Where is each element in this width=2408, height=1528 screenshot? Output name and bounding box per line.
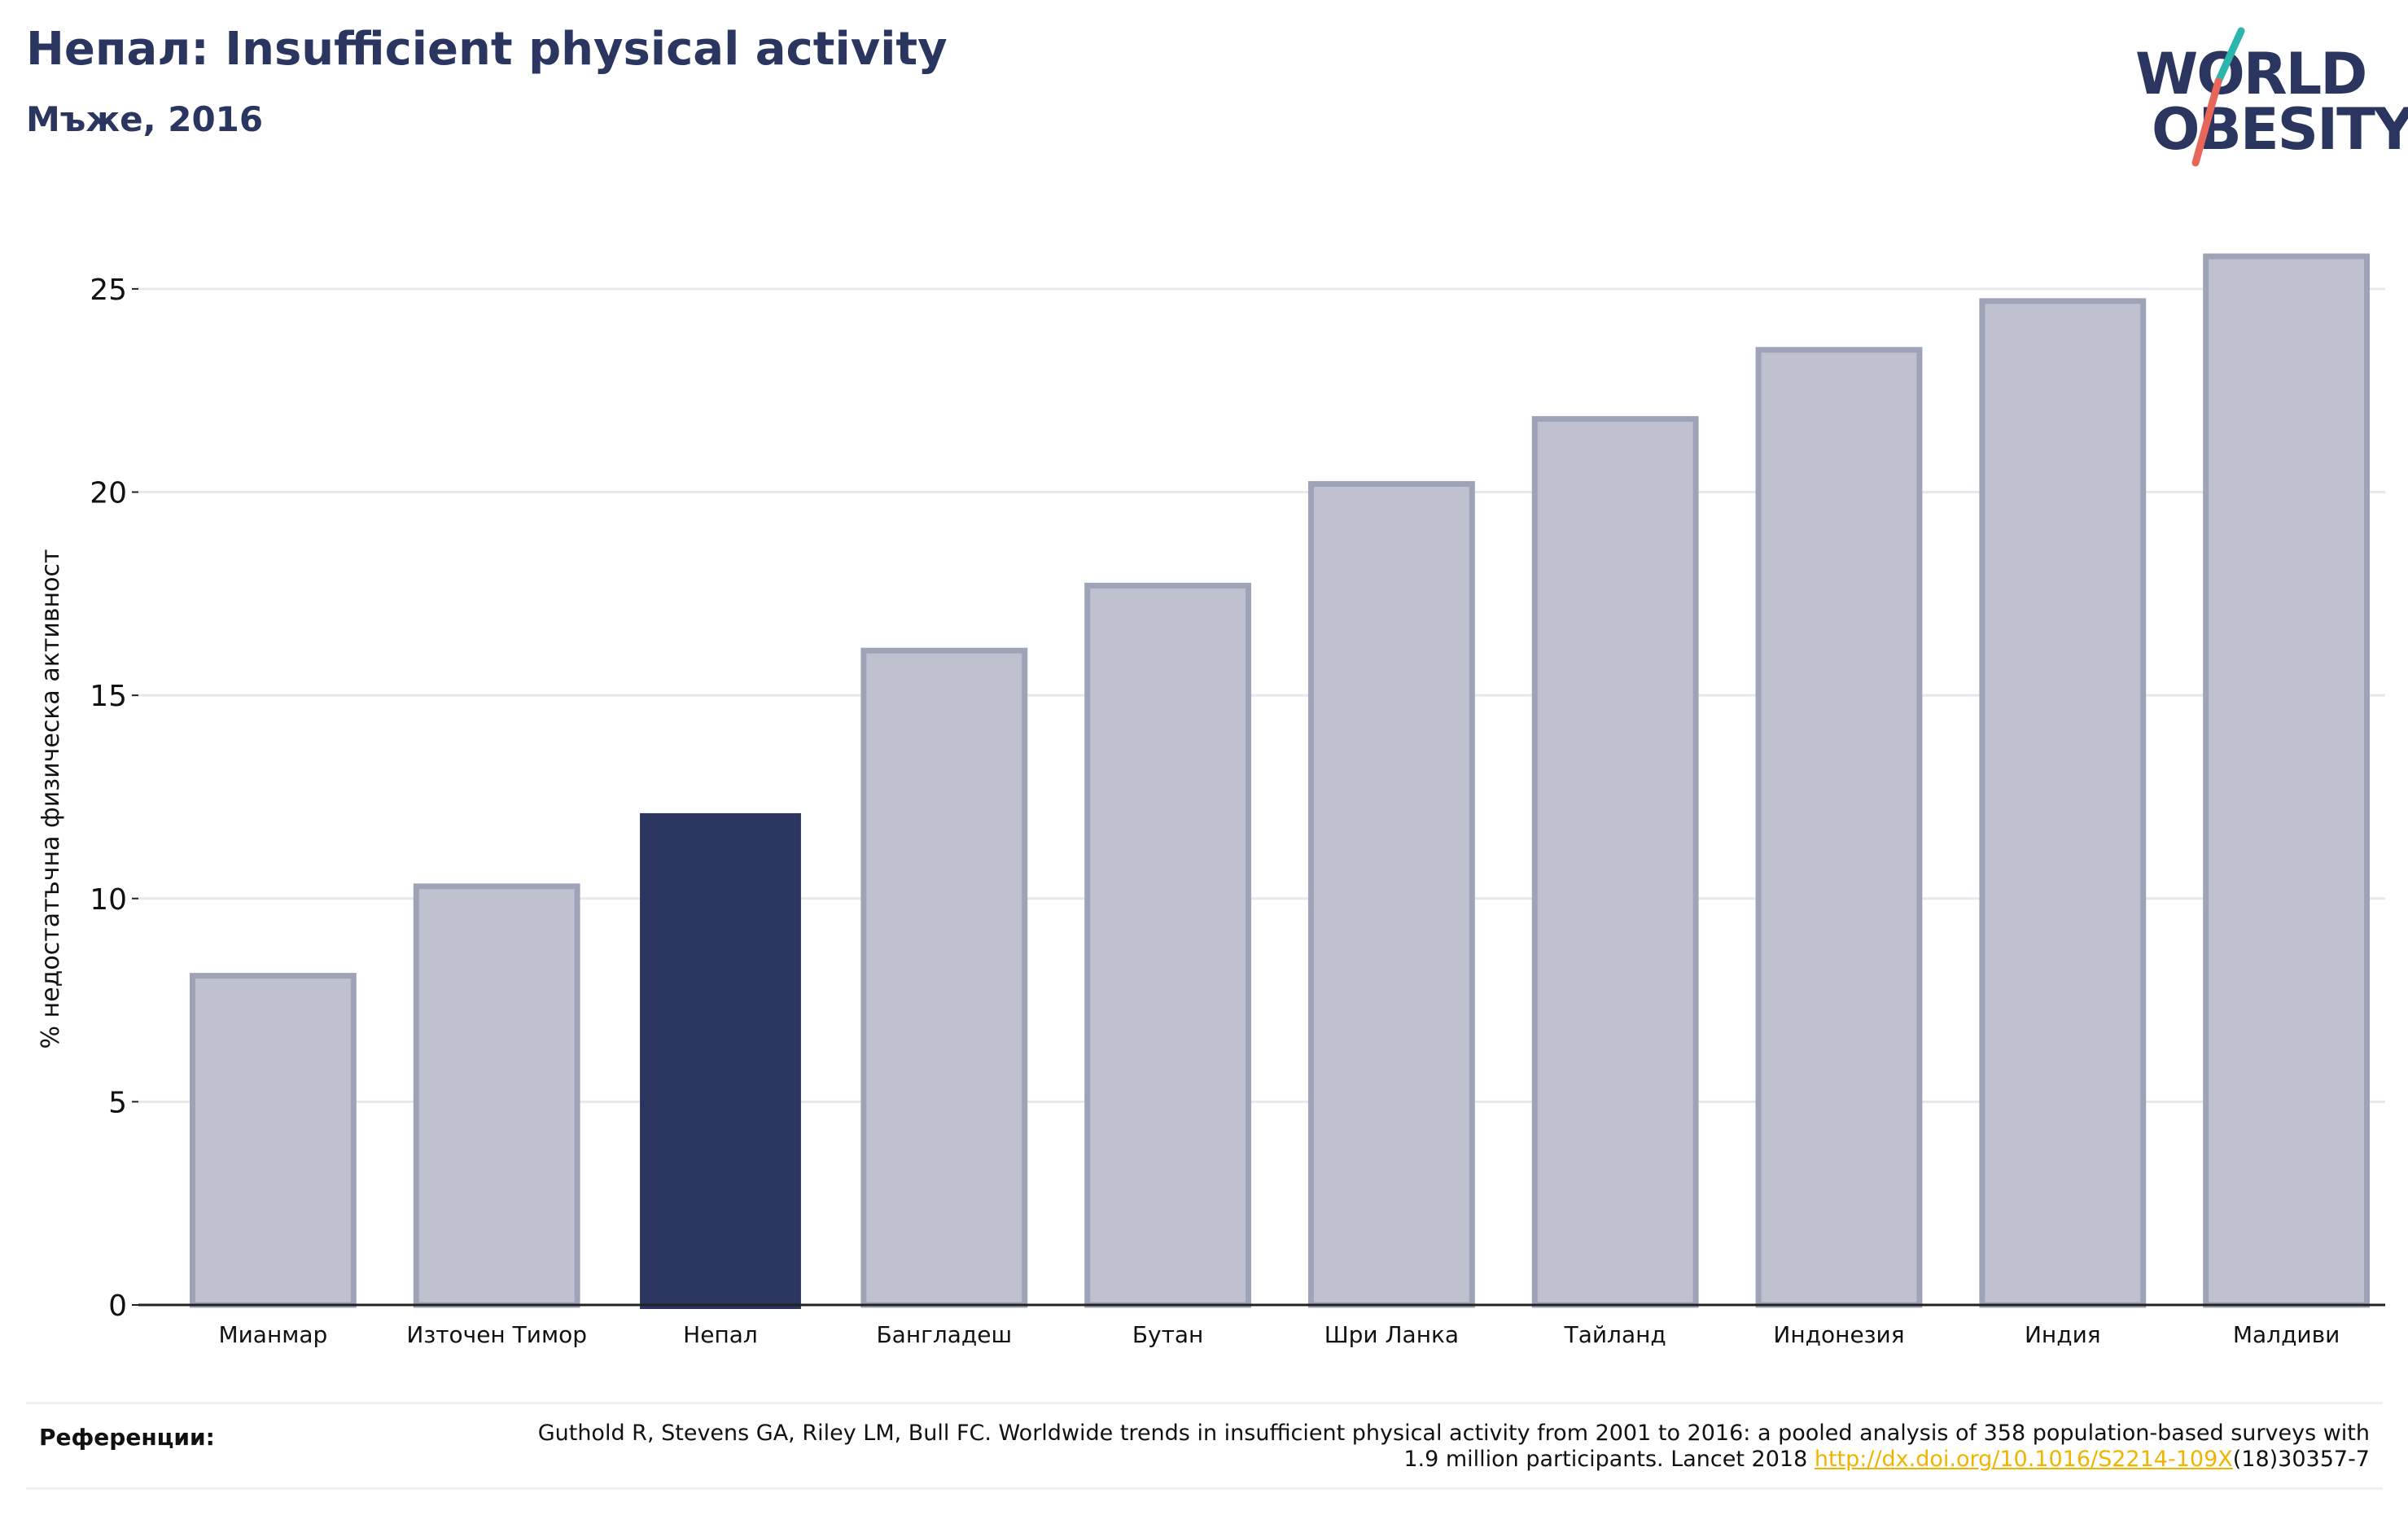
y-tick-label: 15 [90,680,127,713]
x-category-labels: Мианмар Източен Тимор Непал Бангладеш Бутан Ш… [218,1321,2340,1348]
y-tick-labels: 0 5 10 15 20 25 [90,274,138,1323]
x-category-label: Шри Ланка [1324,1321,1459,1348]
x-category-label: Източен Тимор [406,1321,587,1348]
bar-chart: 0 5 10 15 20 25 Мианмар Източен Тимор Непал Банг… [37,253,2385,1348]
y-tick-label: 25 [90,274,127,307]
bar-1[interactable] [189,973,357,1308]
x-category-label: Бангладеш [876,1321,1012,1348]
bar-3[interactable] [640,812,801,1309]
bar-7[interactable] [1531,416,1699,1308]
x-category-label: Непал [683,1321,758,1348]
bar-9[interactable] [1979,298,2147,1308]
bar-4[interactable] [860,647,1028,1308]
world-obesity-logo: WORLD OBESITY [2121,24,2408,171]
bars [189,253,2371,1309]
y-tick-label: 10 [90,883,127,917]
bar-10[interactable] [2203,253,2371,1308]
references-label: Референции: [39,1424,215,1451]
reference-citation: Guthold R, Stevens GA, Riley LM, Bull FC… [537,1421,2370,1472]
y-tick-label: 20 [90,477,127,510]
bar-5[interactable] [1084,582,1252,1308]
bar-2[interactable] [413,883,580,1308]
bar-6[interactable] [1307,481,1475,1308]
x-category-label: Мианмар [218,1321,327,1348]
references-panel: Референции: Guthold R, Stevens GA, Riley… [26,1402,2383,1490]
x-category-label: Индонезия [1773,1321,1904,1348]
bar-8[interactable] [1755,347,1923,1308]
y-tick-label: 0 [108,1289,127,1323]
logo-text-obesity: OBESITY [2152,96,2408,163]
y-tick-label: 5 [108,1086,127,1119]
x-category-label: Тайланд [1564,1321,1666,1348]
chart-title: Непал: Insufficient physical activity [26,23,948,76]
reference-doi-link[interactable]: http://dx.doi.org/10.1016/S2214-109X [1814,1447,2233,1472]
y-axis-title: % недостатъчна физическа активност [37,549,65,1049]
x-category-label: Бутан [1132,1321,1204,1348]
references-text: Guthold R, Stevens GA, Riley LM, Bull FC… [497,1421,2370,1473]
logo-text-world: WORLD [2135,41,2367,107]
chart-subtitle: Мъже, 2016 [26,99,264,139]
logo-slash-icon [2191,27,2245,167]
x-category-label: Малдиви [2233,1321,2340,1348]
x-category-label: Индия [2025,1321,2101,1348]
reference-citation-suffix: (18)30357-7 [2232,1447,2370,1472]
